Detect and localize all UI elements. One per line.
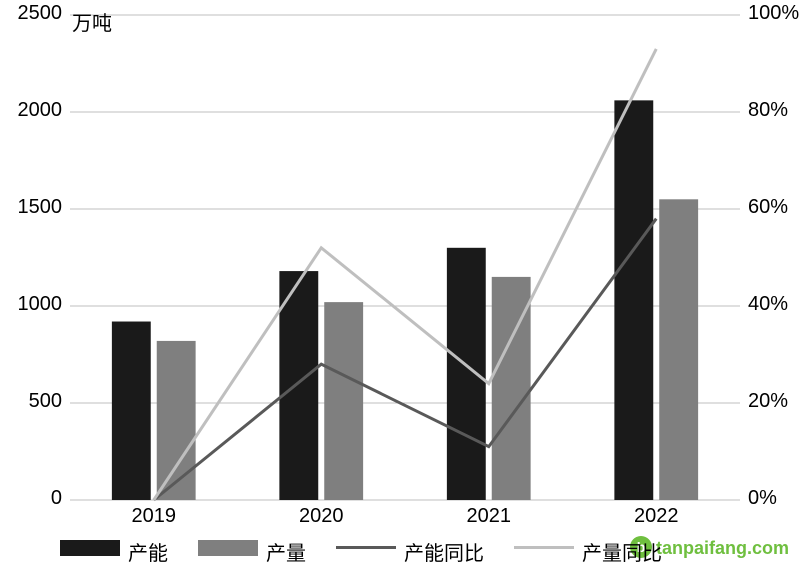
chart-container: 万吨 b tanpaifang.com 05001000150020002500… xyxy=(0,0,808,569)
bar-产能 xyxy=(112,322,151,500)
x-category: 2020 xyxy=(299,505,344,528)
legend-label: 产能 xyxy=(128,537,168,566)
legend-swatch xyxy=(198,540,258,556)
legend-line xyxy=(336,546,396,549)
bar-产能 xyxy=(447,248,486,500)
bar-产量 xyxy=(157,341,196,500)
y-right-tick: 0% xyxy=(748,487,777,510)
y-right-tick: 60% xyxy=(748,196,788,219)
y-left-unit-label: 万吨 xyxy=(72,7,112,36)
x-category: 2022 xyxy=(634,505,679,528)
y-right-tick: 100% xyxy=(748,2,799,25)
y-left-tick: 0 xyxy=(51,487,62,510)
chart-svg xyxy=(0,0,808,569)
y-left-tick: 1000 xyxy=(18,293,63,316)
x-category: 2019 xyxy=(132,505,177,528)
line-产能同比 xyxy=(154,219,657,500)
bar-产量 xyxy=(324,302,363,500)
bar-产量 xyxy=(659,199,698,500)
y-left-tick: 1500 xyxy=(18,196,63,219)
y-right-tick: 20% xyxy=(748,390,788,413)
y-left-tick: 2500 xyxy=(18,2,63,25)
x-category: 2021 xyxy=(467,505,512,528)
y-right-tick: 40% xyxy=(748,293,788,316)
y-left-tick: 500 xyxy=(29,390,62,413)
watermark-text: tanpaifang.com xyxy=(656,538,789,559)
y-right-tick: 80% xyxy=(748,99,788,122)
legend-label: 产能同比 xyxy=(404,537,484,566)
line-产量同比 xyxy=(154,49,657,500)
bar-产能 xyxy=(279,271,318,500)
legend-label: 产量 xyxy=(266,537,306,566)
legend-label: 产量同比 xyxy=(582,537,662,566)
bar-产能 xyxy=(614,100,653,500)
y-left-tick: 2000 xyxy=(18,99,63,122)
legend-line xyxy=(514,546,574,549)
legend-swatch xyxy=(60,540,120,556)
